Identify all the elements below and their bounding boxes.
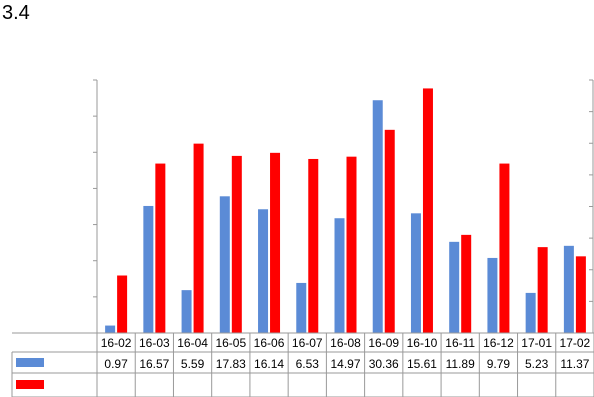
- data-table-value: 5.23: [525, 357, 549, 371]
- bar-series-b: [499, 163, 510, 333]
- legend-swatch-series-a: [16, 358, 44, 367]
- bar-series-a: [181, 290, 192, 333]
- bar-series-b: [155, 163, 166, 333]
- bar-series-a: [143, 205, 154, 333]
- data-table-value: 0.97: [104, 357, 128, 371]
- data-table-value: 17.83: [216, 357, 246, 371]
- bar-series-a: [258, 209, 269, 333]
- bar-series-b: [346, 156, 357, 333]
- bar-series-a: [410, 213, 421, 333]
- bar-series-b: [117, 275, 128, 333]
- page-title: 3.4: [2, 2, 30, 24]
- x-tick-label: 16-09: [368, 336, 399, 350]
- data-table-value: 15.61: [407, 357, 437, 371]
- x-tick-label: 16-04: [177, 336, 208, 350]
- bar-series-a: [563, 245, 574, 333]
- data-table-value: 9.79: [487, 357, 511, 371]
- bar-series-b: [537, 247, 548, 333]
- bar-series-b: [461, 234, 472, 333]
- bar-series-b: [422, 88, 433, 333]
- bar-series-a: [372, 100, 383, 334]
- bar-series-a: [219, 196, 230, 333]
- data-table-value: 5.59: [181, 357, 205, 371]
- data-table-value: 6.53: [296, 357, 320, 371]
- data-table-value: 30.36: [369, 357, 399, 371]
- x-tick-label: 17-02: [560, 336, 591, 350]
- x-tick-label: 17-01: [521, 336, 552, 350]
- bar-series-a: [296, 282, 307, 333]
- data-table-value: 11.89: [446, 357, 475, 371]
- data-table-value: 16.57: [139, 357, 169, 371]
- x-tick-label: 16-12: [483, 336, 514, 350]
- bar-series-b: [575, 256, 586, 333]
- x-tick-label: 16-06: [254, 336, 285, 350]
- bar-series-a: [449, 241, 460, 333]
- data-table-value: 11.37: [560, 357, 589, 371]
- x-tick-label: 16-08: [330, 336, 361, 350]
- bar-series-a: [487, 257, 498, 333]
- x-tick-label: 16-07: [292, 336, 323, 350]
- legend-swatch-series-b: [16, 380, 44, 389]
- x-tick-label: 16-05: [215, 336, 246, 350]
- x-tick-label: 16-10: [407, 336, 438, 350]
- bar-series-b: [384, 129, 395, 333]
- data-table-value: 14.97: [330, 357, 360, 371]
- x-tick-label: 16-03: [139, 336, 170, 350]
- bar-series-b: [231, 155, 242, 333]
- bar-series-a: [525, 292, 536, 333]
- x-tick-label: 16-11: [445, 336, 475, 350]
- bar-series-a: [334, 218, 345, 333]
- bar-series-a: [105, 325, 116, 333]
- bar-series-b: [308, 158, 319, 333]
- data-table-value: 16.14: [254, 357, 284, 371]
- bar-series-b: [270, 152, 281, 333]
- bar-series-b: [193, 143, 204, 333]
- x-tick-label: 16-02: [101, 336, 132, 350]
